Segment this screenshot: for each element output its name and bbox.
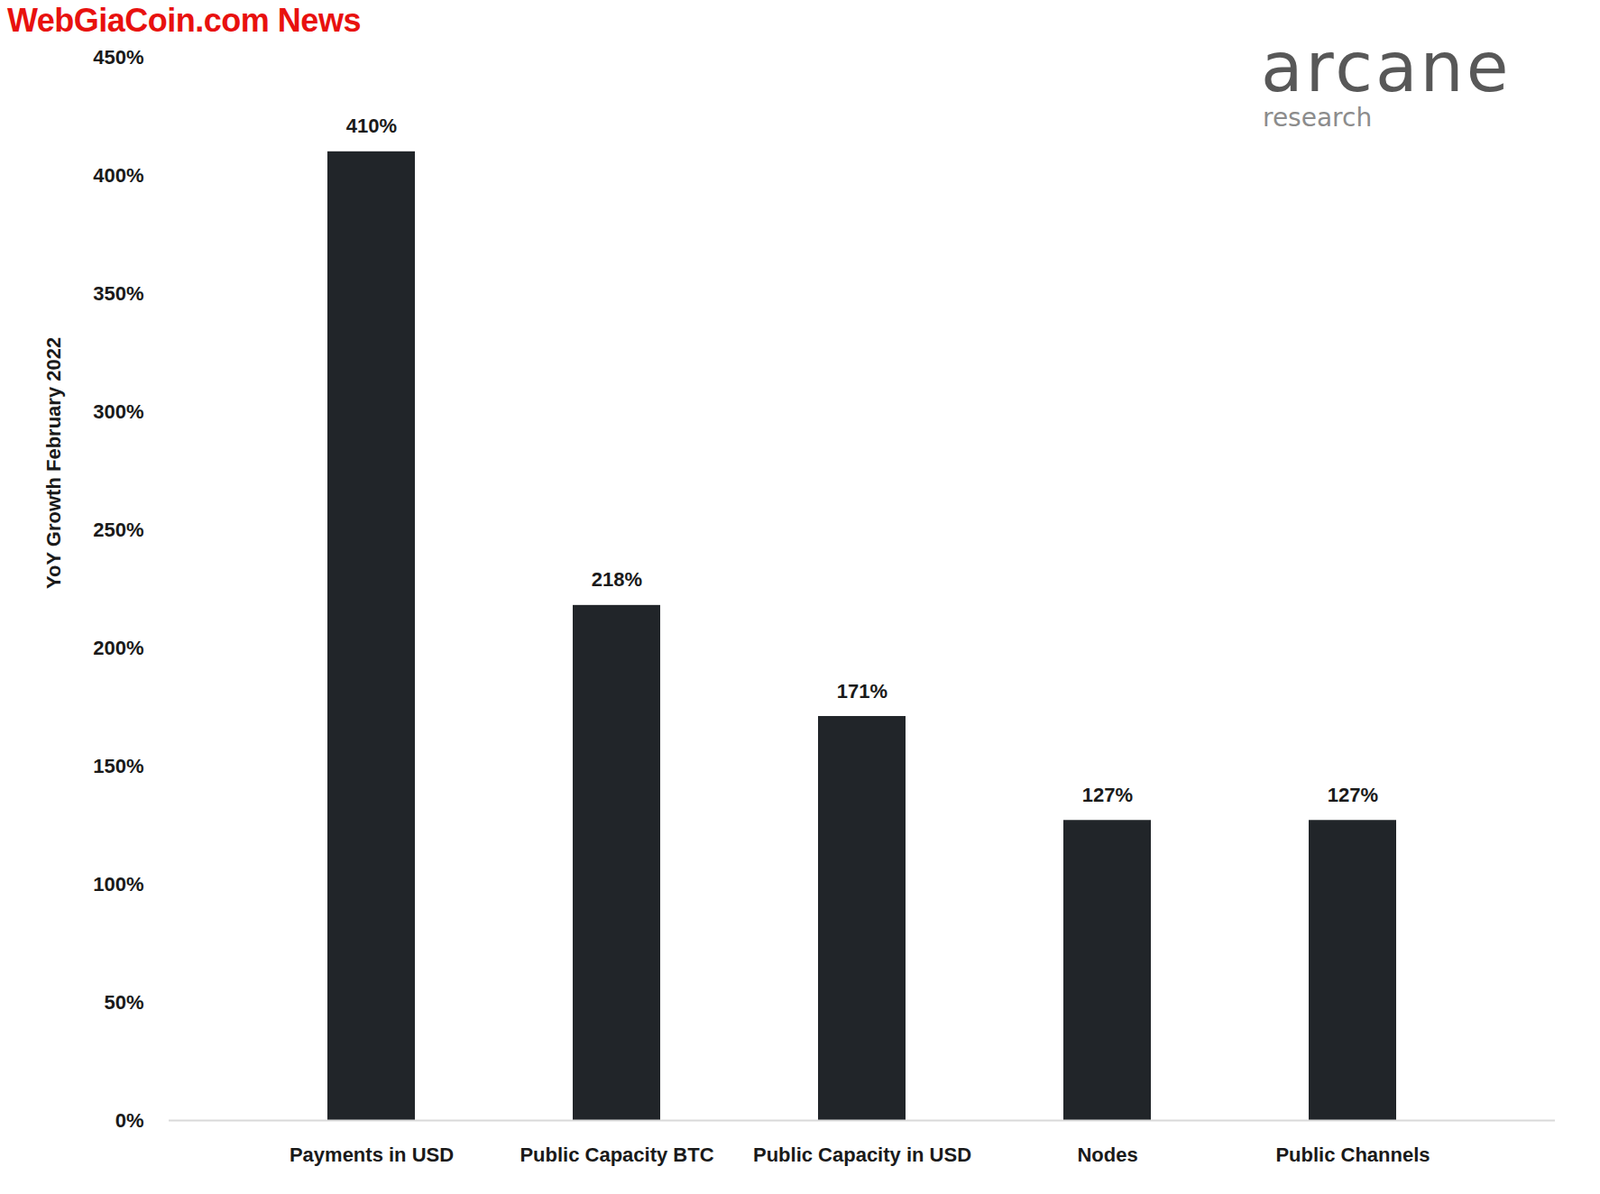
svg-text:171%: 171% xyxy=(836,680,888,703)
svg-text:350%: 350% xyxy=(92,282,144,305)
svg-text:50%: 50% xyxy=(103,991,144,1014)
svg-text:127%: 127% xyxy=(1082,783,1133,807)
svg-text:Nodes: Nodes xyxy=(1076,1143,1138,1167)
svg-text:0%: 0% xyxy=(115,1109,145,1132)
svg-text:450%: 450% xyxy=(92,45,144,69)
svg-text:250%: 250% xyxy=(92,518,144,542)
svg-text:218%: 218% xyxy=(591,568,643,591)
svg-text:150%: 150% xyxy=(92,754,144,778)
svg-text:100%: 100% xyxy=(92,873,144,896)
svg-text:400%: 400% xyxy=(92,164,144,187)
svg-text:127%: 127% xyxy=(1327,783,1379,807)
svg-text:Public Capacity BTC: Public Capacity BTC xyxy=(519,1143,714,1167)
svg-text:410%: 410% xyxy=(346,114,397,138)
svg-text:Public Capacity in USD: Public Capacity in USD xyxy=(753,1143,972,1167)
svg-text:300%: 300% xyxy=(92,400,144,423)
html-text:arcane: arcane xyxy=(1260,27,1512,108)
svg-text:Public Channels: Public Channels xyxy=(1275,1143,1430,1167)
svg-text:200%: 200% xyxy=(92,636,144,660)
html-text:research: research xyxy=(1262,102,1372,133)
html-text:WebGiaCoin.com News: WebGiaCoin.com News xyxy=(7,1,361,39)
svg-text:Payments in USD: Payments in USD xyxy=(289,1143,454,1167)
svg-text:YoY Growth February 2022: YoY Growth February 2022 xyxy=(42,337,65,589)
